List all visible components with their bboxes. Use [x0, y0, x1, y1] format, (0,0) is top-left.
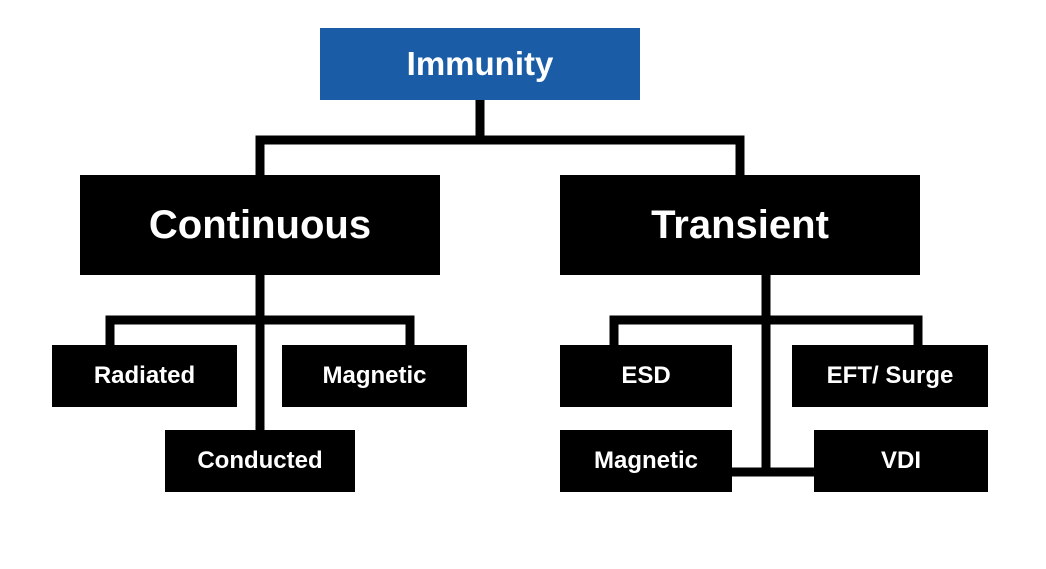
node-continuous: Continuous: [80, 175, 440, 275]
node-label: Conducted: [197, 447, 322, 475]
node-label: Radiated: [94, 362, 195, 390]
node-label: ESD: [621, 362, 670, 390]
node-eft: EFT/ Surge: [792, 345, 988, 407]
node-transient: Transient: [560, 175, 920, 275]
diagram-canvas: Immunity Continuous Transient Radiated Magne…: [0, 0, 1046, 569]
node-c_magnetic: Magnetic: [282, 345, 467, 407]
node-label: Immunity: [407, 45, 554, 83]
node-t_magnetic: Magnetic: [560, 430, 732, 492]
node-label: Continuous: [149, 203, 371, 248]
node-radiated: Radiated: [52, 345, 237, 407]
node-label: Transient: [651, 203, 829, 248]
node-conducted: Conducted: [165, 430, 355, 492]
node-label: Magnetic: [322, 362, 426, 390]
node-label: Magnetic: [594, 447, 698, 475]
node-root: Immunity: [320, 28, 640, 100]
node-label: EFT/ Surge: [827, 362, 954, 390]
node-label: VDI: [881, 447, 921, 475]
node-vdi: VDI: [814, 430, 988, 492]
node-esd: ESD: [560, 345, 732, 407]
